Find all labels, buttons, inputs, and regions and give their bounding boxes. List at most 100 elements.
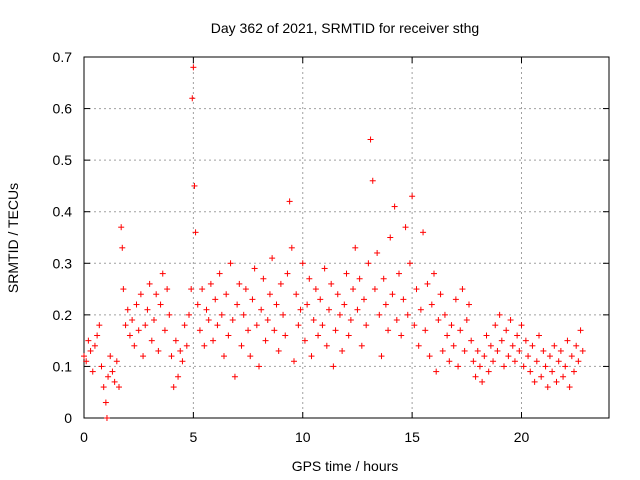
- data-point: [457, 327, 464, 334]
- x-axis-label: GPS time / hours: [292, 458, 399, 474]
- data-point: [273, 301, 280, 308]
- data-point: [428, 301, 435, 308]
- x-tick-label: 10: [295, 429, 311, 445]
- data-point: [498, 337, 505, 344]
- data-point: [446, 358, 453, 365]
- data-point: [540, 347, 547, 354]
- data-point: [181, 322, 188, 329]
- data-point: [501, 363, 507, 370]
- data-point: [107, 353, 114, 360]
- data-point: [133, 301, 140, 308]
- data-point: [463, 317, 470, 324]
- data-point: [341, 301, 348, 308]
- data-point: [258, 306, 265, 313]
- data-point: [529, 342, 536, 349]
- data-point: [525, 353, 532, 360]
- data-point: [352, 244, 359, 251]
- data-point: [284, 270, 291, 277]
- data-point: [400, 296, 407, 303]
- x-tick-label: 5: [189, 429, 197, 445]
- data-point: [435, 317, 442, 324]
- data-point: [459, 286, 466, 293]
- axis-ticks: [83, 56, 609, 419]
- data-point: [441, 311, 448, 318]
- data-point: [207, 280, 214, 287]
- data-point: [116, 384, 122, 391]
- data-point: [402, 224, 409, 231]
- data-point: [247, 353, 254, 360]
- data-point: [282, 332, 289, 339]
- data-point: [332, 327, 339, 334]
- data-point: [118, 224, 125, 231]
- data-point: [321, 265, 328, 272]
- data-points: [81, 64, 586, 421]
- data-point: [172, 337, 179, 344]
- data-point: [312, 286, 319, 293]
- data-point: [231, 373, 238, 380]
- data-point: [415, 342, 422, 349]
- y-tick-label: 0.4: [53, 204, 73, 220]
- data-point: [129, 317, 136, 324]
- data-point: [538, 373, 545, 380]
- data-point: [536, 332, 542, 339]
- data-point: [485, 368, 492, 375]
- data-point: [262, 337, 269, 344]
- data-point: [433, 368, 440, 375]
- y-tick-label: 0.5: [53, 152, 73, 168]
- data-point: [345, 332, 352, 339]
- data-point: [113, 358, 120, 365]
- data-point: [562, 363, 569, 370]
- x-tick-labels: 0 5 10 15 20: [80, 429, 529, 445]
- data-point: [161, 327, 168, 334]
- data-point: [166, 311, 173, 318]
- data-point: [516, 347, 523, 354]
- y-axis-label: SRMTID / TECUs: [5, 183, 21, 293]
- data-point: [317, 296, 324, 303]
- data-point: [522, 337, 529, 344]
- data-point: [256, 363, 262, 370]
- data-point: [398, 332, 405, 339]
- data-point: [343, 270, 350, 277]
- data-point: [350, 286, 357, 293]
- data-point: [573, 342, 580, 349]
- data-point: [159, 270, 166, 277]
- data-point: [431, 270, 437, 277]
- data-point: [378, 353, 385, 360]
- data-point: [214, 322, 221, 329]
- data-point: [564, 337, 571, 344]
- data-point: [406, 260, 413, 267]
- data-point: [326, 306, 332, 313]
- data-point: [98, 363, 105, 370]
- data-point: [391, 203, 398, 210]
- data-point: [199, 286, 206, 293]
- data-point: [221, 353, 227, 360]
- data-point: [124, 306, 131, 313]
- data-point: [192, 229, 199, 236]
- data-point: [306, 275, 313, 282]
- data-point: [358, 342, 365, 349]
- data-point: [260, 275, 267, 282]
- data-point: [168, 353, 175, 360]
- data-point: [120, 286, 127, 293]
- data-point: [286, 198, 293, 205]
- data-point: [229, 317, 236, 324]
- data-point: [417, 306, 424, 313]
- data-point: [507, 317, 514, 324]
- data-point: [210, 337, 217, 344]
- data-point: [560, 373, 567, 380]
- data-point: [315, 332, 322, 339]
- data-point: [264, 317, 271, 324]
- data-point: [374, 249, 381, 256]
- data-point: [514, 332, 521, 339]
- data-point: [444, 332, 451, 339]
- data-point: [387, 234, 394, 241]
- data-point: [212, 296, 219, 303]
- data-point: [225, 332, 232, 339]
- data-point: [122, 322, 129, 329]
- data-point: [568, 353, 575, 360]
- data-point: [509, 342, 516, 349]
- data-point: [111, 378, 118, 385]
- data-point: [380, 275, 387, 282]
- data-point: [542, 363, 549, 370]
